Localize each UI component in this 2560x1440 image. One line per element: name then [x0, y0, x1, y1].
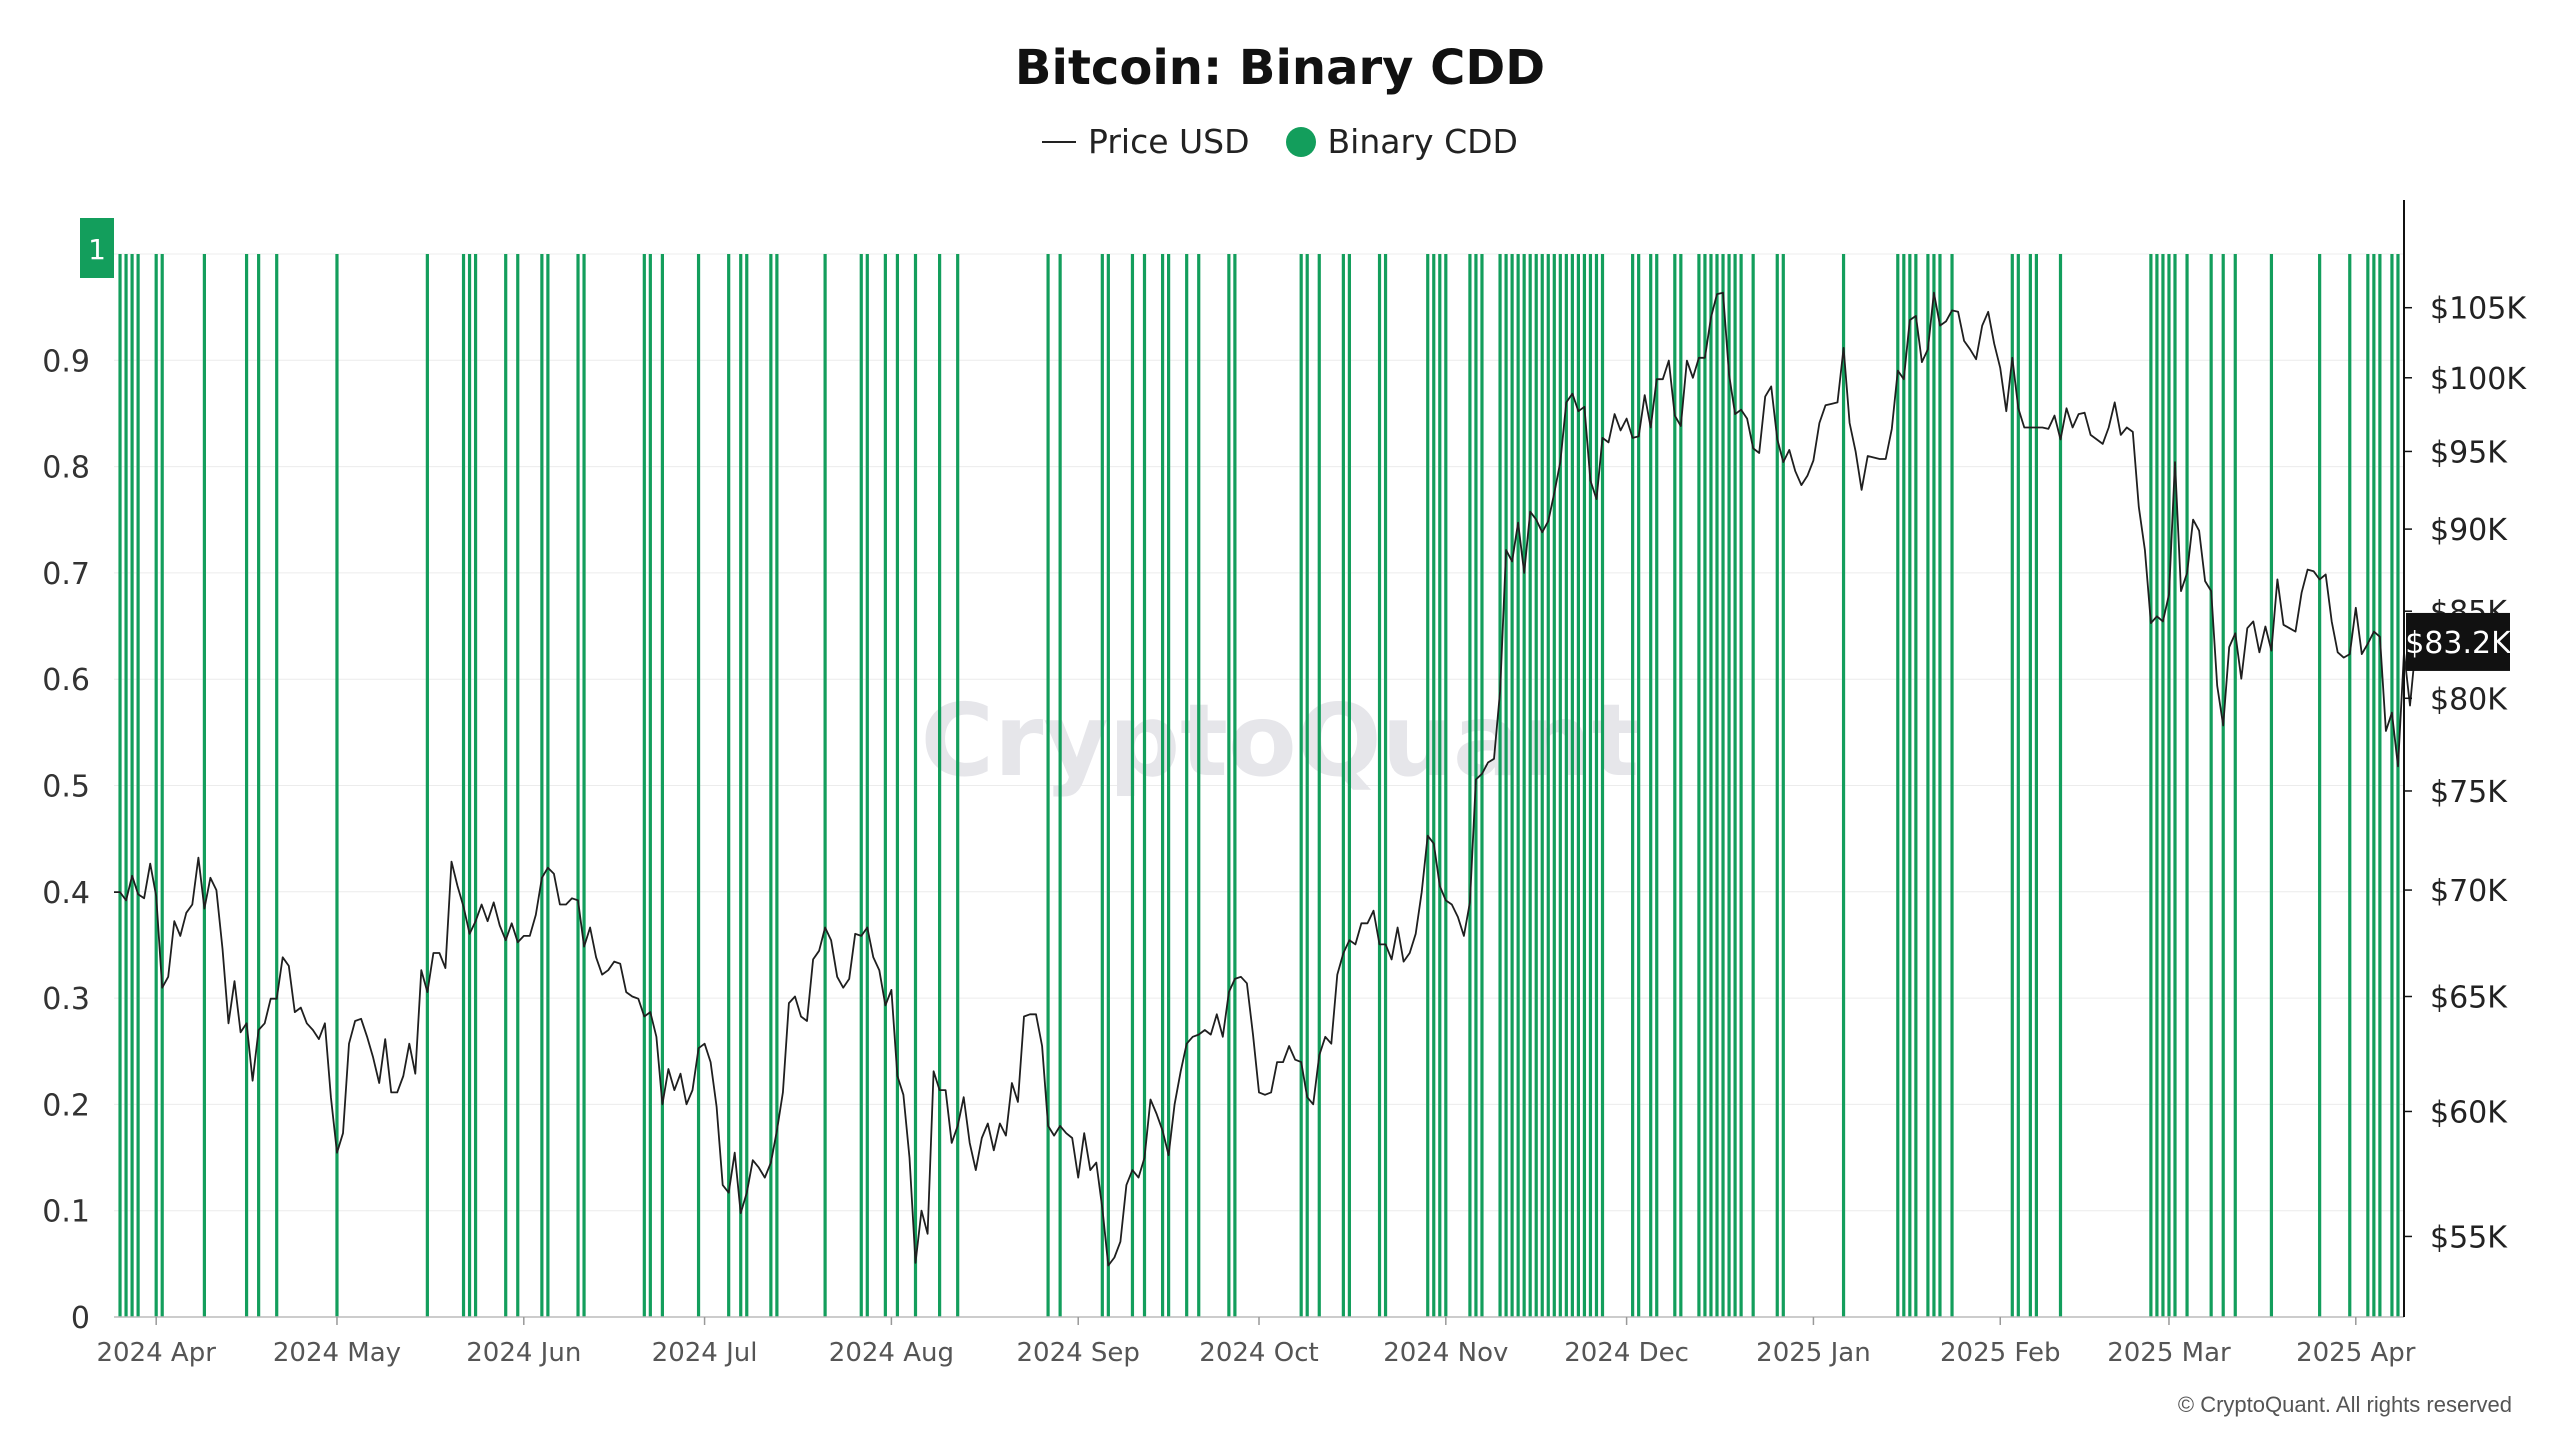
price-line	[114, 291, 2417, 1267]
y-right-tick-label: $75K	[2430, 775, 2508, 810]
x-tick-label: 2024 Sep	[1016, 1338, 1139, 1368]
y-left-tick-label: 0.5	[42, 770, 90, 805]
y-right-tick-label: $60K	[2430, 1095, 2508, 1130]
legend-item-price[interactable]: Price USD	[1042, 122, 1250, 161]
y-left-badge	[80, 218, 114, 278]
y-right-tick-label: $105K	[2430, 292, 2527, 327]
y-right-tick-label: $70K	[2430, 874, 2508, 909]
y-left-tick-label: 0.9	[42, 344, 90, 379]
y-left-tick-label: 0.2	[42, 1088, 90, 1123]
y-left-tick-label: 0	[71, 1301, 90, 1336]
legend-label-price: Price USD	[1088, 122, 1250, 161]
y-left-tick-label: 0.6	[42, 663, 90, 698]
legend-dot-icon	[1285, 126, 1316, 157]
y-left-tick-label: 0.1	[42, 1195, 90, 1230]
x-tick-label: 2025 Mar	[2107, 1338, 2231, 1368]
y-left-tick-label: 0.8	[42, 451, 90, 486]
x-tick-label: 2024 Oct	[1199, 1338, 1318, 1368]
footer-credit: © CryptoQuant. All rights reserved	[2177, 1392, 2512, 1417]
y-right-tick-label: $80K	[2430, 682, 2508, 717]
current-price-badge	[2406, 612, 2510, 671]
x-tick-label: 2025 Apr	[2296, 1338, 2416, 1368]
y-left-tick-label: 0.4	[42, 876, 90, 911]
chart-title: Bitcoin: Binary CDD	[1014, 40, 1546, 96]
legend-label-cdd: Binary CDD	[1327, 122, 1518, 161]
legend-line-icon	[1042, 140, 1077, 143]
x-tick-label: 2024 May	[273, 1338, 401, 1368]
y-right-tick-label: $55K	[2430, 1220, 2508, 1255]
x-tick-label: 2024 Nov	[1383, 1338, 1508, 1368]
y-right-tick-label: $90K	[2430, 513, 2508, 548]
x-tick-label: 2024 Jul	[652, 1338, 758, 1368]
x-tick-label: 2025 Jan	[1756, 1338, 1871, 1368]
y-right-tick-label: $100K	[2430, 362, 2527, 397]
x-tick-label: 2024 Aug	[829, 1338, 954, 1368]
chart-legend: Price USD Binary CDD	[0, 122, 2560, 161]
x-tick-label: 2024 Jun	[466, 1338, 581, 1368]
y-left-tick-label: 0.3	[42, 982, 90, 1017]
y-left-tick-label: 0.7	[42, 557, 90, 592]
y-right-tick-label: $65K	[2430, 981, 2508, 1016]
current-price-label: $83.2K	[2405, 626, 2512, 661]
legend-item-cdd[interactable]: Binary CDD	[1285, 122, 1518, 161]
y-right-tick-label: $95K	[2430, 435, 2508, 470]
y-left-badge-label: 1	[88, 233, 106, 266]
x-tick-label: 2025 Feb	[1940, 1338, 2060, 1368]
x-tick-label: 2024 Dec	[1564, 1338, 1689, 1368]
x-tick-label: 2024 Apr	[96, 1338, 216, 1368]
